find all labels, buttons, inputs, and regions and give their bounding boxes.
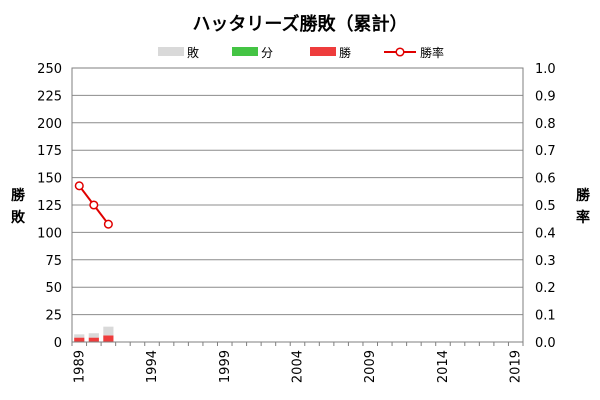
legend-label: 分 bbox=[261, 46, 273, 60]
chart-title: ハッタリーズ勝敗（累計） bbox=[192, 13, 407, 35]
y-left-tick-label: 100 bbox=[37, 226, 62, 241]
legend-label: 敗 bbox=[187, 45, 199, 60]
y-left-tick-label: 25 bbox=[45, 309, 62, 324]
plot-frame bbox=[71, 67, 524, 343]
bar-勝 bbox=[103, 335, 114, 342]
bar-勝 bbox=[88, 337, 99, 342]
gridlines bbox=[72, 67, 523, 316]
bars bbox=[74, 326, 114, 342]
y-left-tick-label: 50 bbox=[45, 281, 62, 296]
y-axis-right-label-char: 率 bbox=[576, 209, 590, 226]
y-right-tick-label: 1.0 bbox=[535, 62, 556, 77]
x-tick-label: 2019 bbox=[509, 350, 524, 383]
y-right-tick-label: 0.6 bbox=[535, 172, 556, 187]
legend-label: 勝率 bbox=[420, 45, 444, 60]
legend-swatch bbox=[310, 47, 336, 56]
legend-swatch bbox=[232, 47, 258, 56]
y-left-tick-label: 175 bbox=[37, 144, 62, 159]
y-right-tick-label: 0.5 bbox=[535, 199, 556, 214]
y-axis-left-label-char: 勝 bbox=[11, 187, 26, 204]
y-axis-right-ticks: 0.0 0.1 0.2 0.3 0.4 0.5 0.6 0.7 0.8 0.9 1.0 bbox=[535, 62, 556, 351]
x-tick-label: 2009 bbox=[363, 350, 378, 383]
win-rate-point bbox=[89, 200, 99, 210]
y-right-tick-label: 0.1 bbox=[535, 309, 556, 324]
y-axis-left-ticks: 0 25 50 75 100 125 150 175 200 225 250 bbox=[37, 62, 62, 351]
y-left-tick-label: 200 bbox=[37, 117, 62, 132]
legend-label: 勝 bbox=[339, 45, 351, 60]
x-tick-label: 1994 bbox=[145, 350, 160, 383]
win-rate-point bbox=[74, 181, 84, 191]
bar-敗 bbox=[74, 334, 85, 338]
y-right-tick-label: 0.8 bbox=[535, 117, 556, 132]
y-left-tick-label: 150 bbox=[37, 172, 62, 187]
y-axis-right-label: 勝率 bbox=[576, 187, 591, 226]
y-right-tick-label: 0.9 bbox=[535, 89, 556, 104]
win-rate-line bbox=[74, 181, 113, 229]
win-rate-point bbox=[103, 219, 113, 229]
y-left-tick-label: 250 bbox=[37, 62, 62, 77]
legend: 敗 分 勝 勝率 bbox=[158, 45, 444, 60]
x-tick-label: 2004 bbox=[291, 350, 306, 383]
y-axis-right-label-char: 勝 bbox=[576, 187, 591, 204]
bar-敗 bbox=[103, 326, 114, 336]
y-right-tick-label: 0.3 bbox=[535, 254, 556, 269]
y-left-tick-label: 75 bbox=[45, 254, 62, 269]
y-left-tick-label: 125 bbox=[37, 199, 62, 214]
x-tick-label: 1989 bbox=[72, 350, 87, 383]
x-tick-label: 2014 bbox=[436, 350, 451, 383]
y-left-tick-label: 225 bbox=[37, 89, 62, 104]
y-right-tick-label: 0.2 bbox=[535, 281, 556, 296]
y-right-tick-label: 0.4 bbox=[535, 226, 556, 241]
legend-swatch bbox=[158, 47, 184, 56]
bar-敗 bbox=[88, 333, 99, 338]
y-axis-left-label-char: 敗 bbox=[11, 209, 26, 226]
y-right-tick-label: 0.7 bbox=[535, 144, 556, 159]
x-tick-label: 1999 bbox=[218, 350, 233, 383]
x-axis-ticks: 1989 1994 1999 2004 2009 2014 2019 bbox=[71, 342, 524, 383]
y-axis-left-label: 勝敗 bbox=[11, 187, 26, 226]
bar-勝 bbox=[74, 337, 85, 342]
legend-swatch-marker bbox=[395, 47, 405, 57]
y-left-tick-label: 0 bbox=[54, 336, 62, 351]
y-right-tick-label: 0.0 bbox=[535, 336, 556, 351]
